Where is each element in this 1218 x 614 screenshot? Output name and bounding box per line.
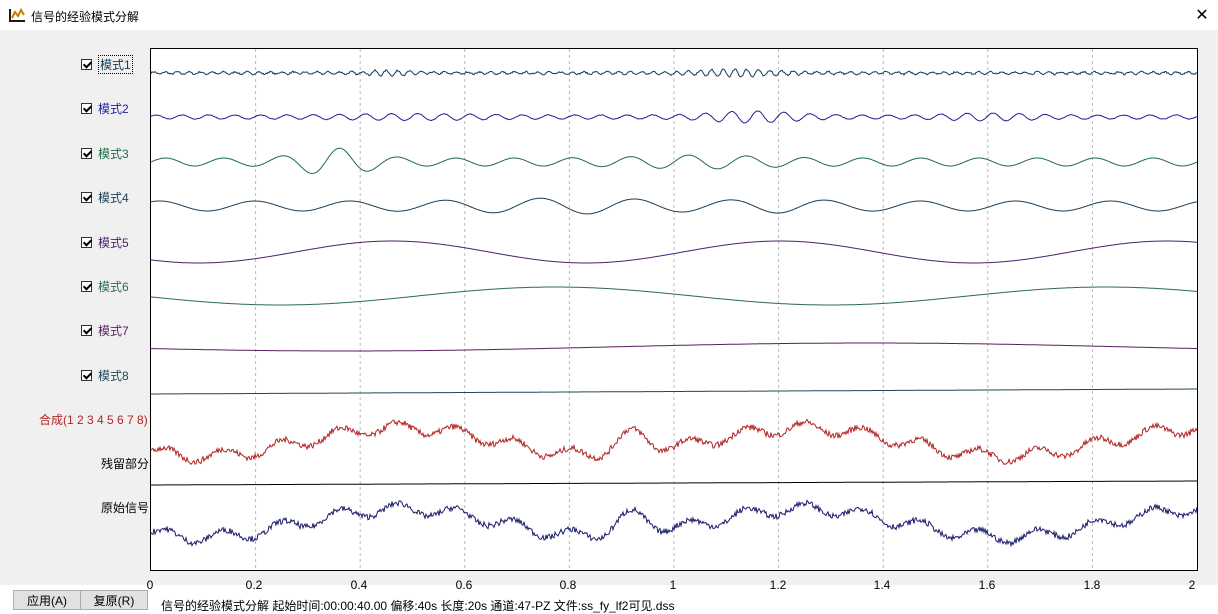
mode-4-trace	[150, 197, 1198, 215]
x-tick-label: 2	[1188, 578, 1196, 592]
mode-5-trace	[150, 240, 1198, 264]
reset-button[interactable]: 复原(R)	[80, 590, 148, 610]
original-label: 原始信号	[101, 501, 150, 515]
apply-button[interactable]: 应用(A)	[13, 590, 81, 610]
x-tick-label: 1.6	[978, 578, 996, 592]
x-tick-label: 0.6	[455, 578, 473, 592]
x-tick-label: 0.4	[350, 578, 368, 592]
mode-checkbox-8[interactable]: 模式8	[81, 367, 129, 383]
mode-label-7: 模式7	[98, 323, 129, 338]
close-icon: ✕	[1195, 7, 1209, 24]
mode-label-5: 模式5	[98, 235, 129, 250]
mode-1-trace	[150, 68, 1198, 78]
x-tick-label: 1.2	[769, 578, 787, 592]
status-text: 信号的经验模式分解 起始时间:00:00:40.00 偏移:40s 长度:20s…	[161, 599, 675, 613]
original-trace	[150, 499, 1198, 548]
plot-area	[150, 48, 1198, 571]
window-title: 信号的经验模式分解	[31, 10, 140, 24]
mode-checkbox-3[interactable]: 模式3	[81, 145, 129, 161]
mode-2-trace	[150, 110, 1198, 124]
mode-7-trace	[151, 342, 1198, 352]
mode-label-6: 模式6	[98, 279, 129, 294]
checkbox-checked-icon	[81, 58, 92, 70]
composite-label: 合成(1 2 3 4 5 6 7 8)	[39, 413, 148, 427]
mode-checkbox-6[interactable]: 模式6	[81, 278, 129, 294]
mode-label-8: 模式8	[98, 368, 129, 383]
checkbox-checked-icon	[81, 236, 92, 248]
x-tick-label: 1.4	[873, 578, 891, 592]
mode-checkbox-2[interactable]: 模式2	[81, 100, 129, 116]
x-tick-label: 1.8	[1083, 578, 1101, 592]
mode-label-2: 模式2	[98, 101, 129, 116]
close-button[interactable]: ✕	[1186, 0, 1218, 30]
residual-label: 残留部分	[101, 457, 150, 471]
mode-checkbox-1[interactable]: 模式1	[81, 54, 133, 74]
checkbox-checked-icon	[81, 191, 92, 203]
mode-label-3: 模式3	[98, 146, 129, 161]
mode-label-1: 模式1	[98, 54, 133, 74]
mode-checkbox-5[interactable]: 模式5	[81, 234, 129, 250]
checkbox-checked-icon	[81, 102, 92, 114]
checkbox-checked-icon	[81, 369, 92, 381]
mode-8-trace	[151, 388, 1197, 395]
app-chart-icon	[9, 7, 25, 22]
mode-6-trace	[150, 286, 1198, 306]
composite-trace	[150, 418, 1198, 465]
checkbox-checked-icon	[81, 280, 92, 292]
x-tick-label: 0.2	[245, 578, 263, 592]
dialog-client-area: 模式1 模式2 模式3 模式4 模式5 模式6 模式7 模式8 合成(1 2 3…	[0, 30, 1218, 613]
checkbox-checked-icon	[81, 324, 92, 336]
x-tick-label: 0.8	[559, 578, 577, 592]
title-bar: 信号的经验模式分解 ✕	[0, 0, 1218, 30]
mode-3-trace	[150, 147, 1198, 175]
mode-label-4: 模式4	[98, 190, 129, 205]
mode-checkbox-4[interactable]: 模式4	[81, 189, 129, 205]
mode-checkbox-7[interactable]: 模式7	[81, 322, 129, 338]
x-tick-label: 1	[669, 578, 677, 592]
checkbox-checked-icon	[81, 147, 92, 159]
residual-trace	[151, 480, 1197, 486]
emd-chart	[150, 49, 1198, 570]
